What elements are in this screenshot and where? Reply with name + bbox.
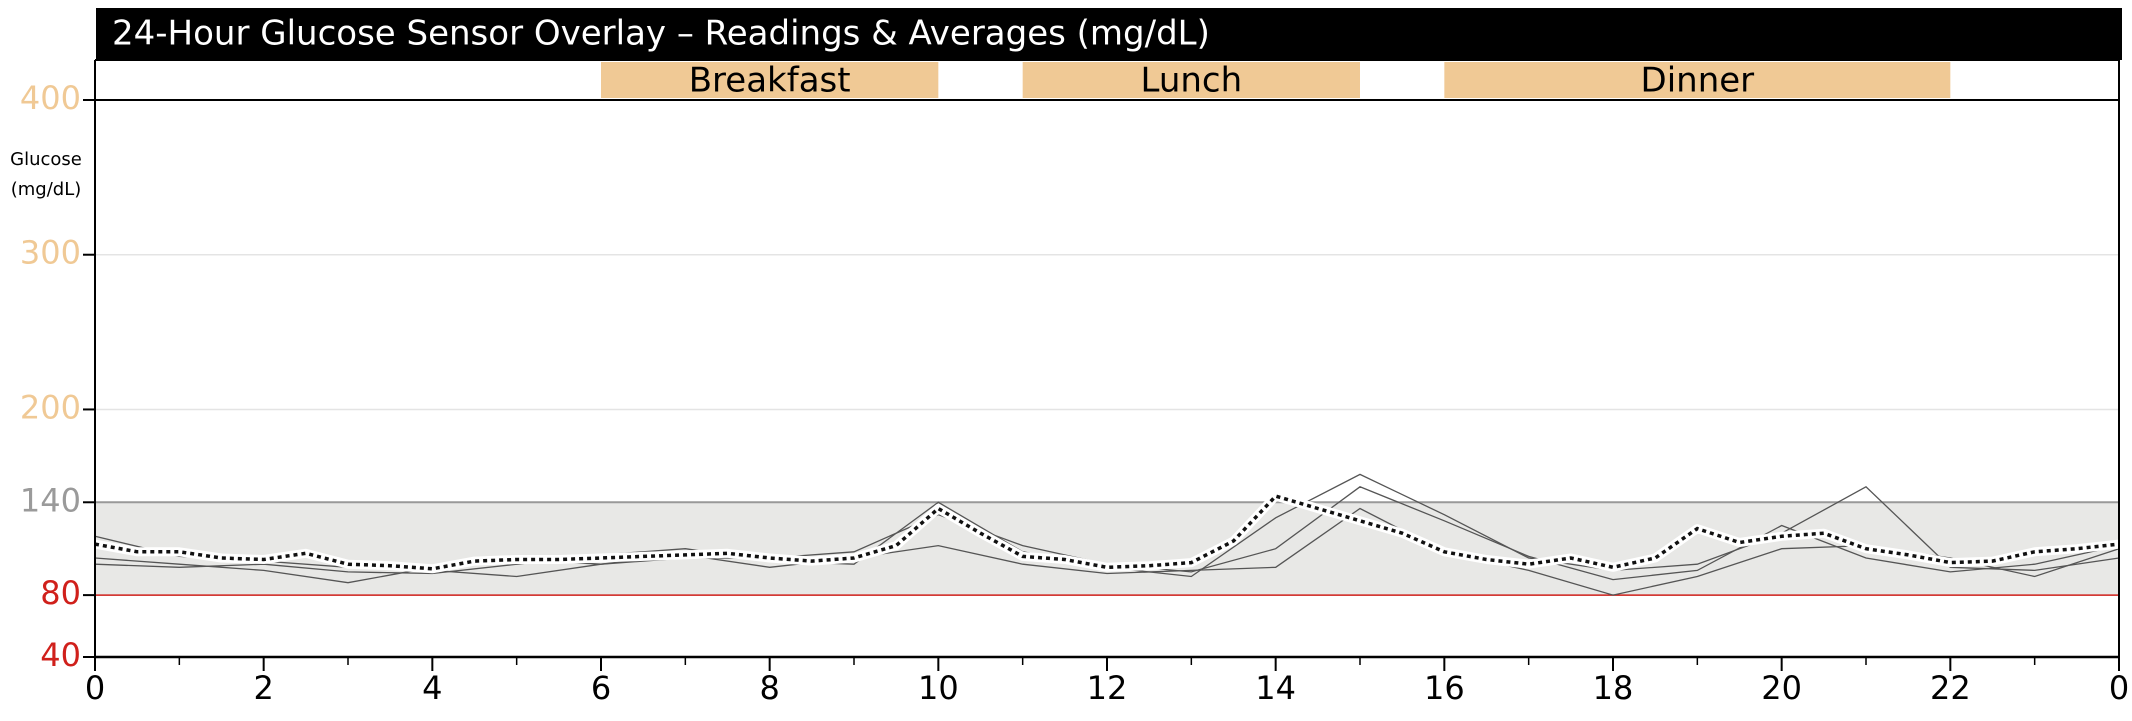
meal-band	[1444, 62, 1951, 98]
y-tick-label: 300	[20, 234, 81, 272]
x-tick-label: 16	[1424, 669, 1465, 707]
y-tick-label: 140	[20, 481, 81, 519]
meal-label: Lunch	[1140, 61, 1242, 101]
y-tick-label: 200	[20, 388, 81, 426]
meal-label: Breakfast	[689, 61, 851, 101]
x-tick-label: 10	[918, 669, 959, 707]
y-tick-label: 40	[40, 636, 81, 674]
x-tick-label: 6	[591, 669, 611, 707]
x-tick-label: 0	[2109, 669, 2129, 707]
chart-title: 24-Hour Glucose Sensor Overlay – Reading…	[112, 14, 1210, 54]
x-tick-label: 4	[422, 669, 442, 707]
y-tick-label: 400	[20, 79, 81, 117]
x-tick-label: 8	[759, 669, 779, 707]
x-tick-label: 0	[85, 669, 105, 707]
target-range	[95, 502, 2119, 596]
x-tick-label: 14	[1255, 669, 1296, 707]
x-tick-label: 18	[1593, 669, 1634, 707]
average-line	[94, 494, 2120, 571]
y-label: Glucose	[10, 149, 82, 170]
title-bar	[96, 8, 2122, 60]
x-tick-label: 20	[1761, 669, 1802, 707]
y-label: (mg/dL)	[11, 179, 82, 200]
meal-band	[601, 62, 939, 98]
x-tick-label: 12	[1087, 669, 1128, 707]
x-tick-label: 2	[253, 669, 273, 707]
y-tick-label: 80	[40, 574, 81, 612]
x-tick-label: 22	[1930, 669, 1971, 707]
meal-label: Dinner	[1641, 61, 1755, 101]
meal-band	[1022, 62, 1360, 98]
